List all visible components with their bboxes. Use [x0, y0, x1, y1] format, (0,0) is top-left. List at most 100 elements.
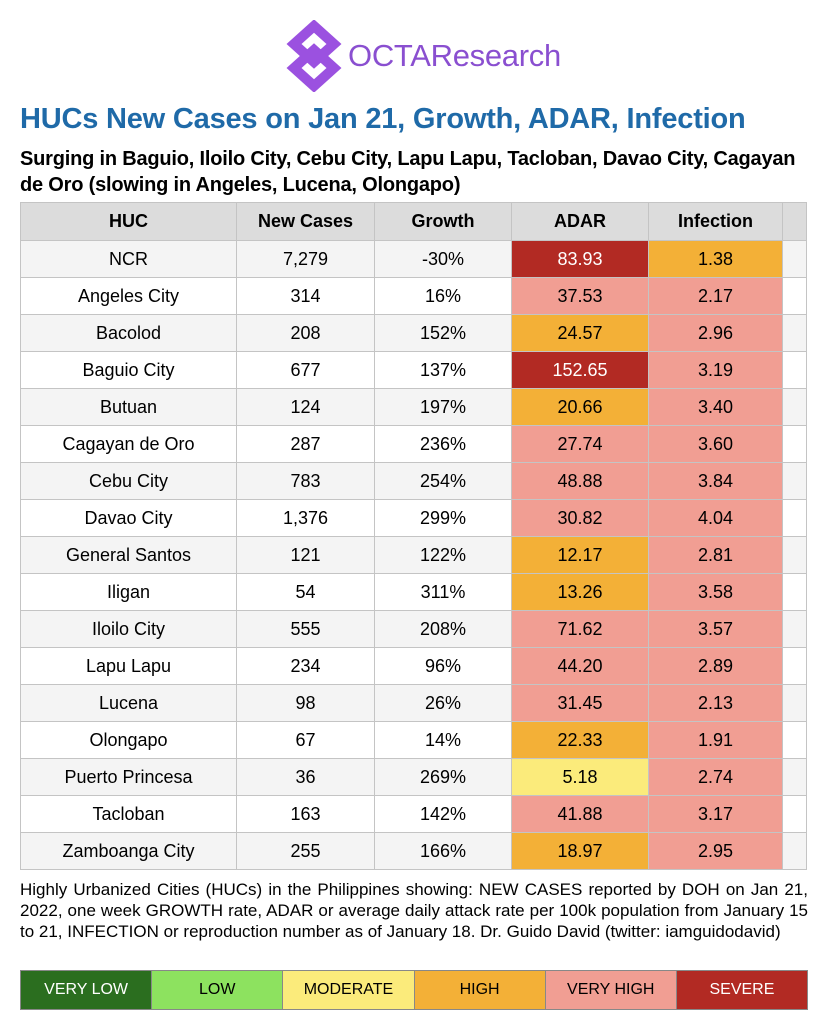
new-cases-cell: 783: [236, 462, 375, 500]
legend-item: SEVERE: [676, 971, 808, 1009]
huc-cell: Lucena: [20, 684, 237, 722]
spacer-cell: [782, 758, 807, 796]
huc-cell: Cagayan de Oro: [20, 425, 237, 463]
table-body: NCR 7,279 -30% 83.93 1.38 Angeles City 314 16% 3…: [20, 240, 807, 870]
footnote: Highly Urbanized Cities (HUCs) in the Ph…: [20, 880, 808, 941]
legend-item: HIGH: [414, 971, 546, 1009]
table-row: Davao City 1,376 299% 30.82 4.04: [20, 499, 807, 537]
table-row: Olongapo 67 14% 22.33 1.91: [20, 721, 807, 759]
infection-cell: 1.38: [648, 240, 783, 278]
huc-cell: Iloilo City: [20, 610, 237, 648]
new-cases-cell: 54: [236, 573, 375, 611]
new-cases-cell: 36: [236, 758, 375, 796]
octa-logo-icon: [286, 20, 342, 92]
infection-cell: 3.40: [648, 388, 783, 426]
legend-item: MODERATE: [283, 971, 415, 1009]
table-row: Cagayan de Oro 287 236% 27.74 3.60: [20, 425, 807, 463]
new-cases-cell: 287: [236, 425, 375, 463]
growth-cell: 299%: [374, 499, 512, 537]
adar-cell: 37.53: [511, 277, 649, 315]
infection-cell: 3.57: [648, 610, 783, 648]
infection-cell: 3.17: [648, 795, 783, 833]
growth-cell: 152%: [374, 314, 512, 352]
growth-cell: 26%: [374, 684, 512, 722]
infection-cell: 3.60: [648, 425, 783, 463]
infection-cell: 2.81: [648, 536, 783, 574]
new-cases-cell: 98: [236, 684, 375, 722]
legend-item: VERY HIGH: [545, 971, 677, 1009]
column-header-growth: Growth: [374, 202, 512, 241]
spacer-cell: [782, 647, 807, 685]
infection-cell: 2.95: [648, 832, 783, 870]
spacer-cell: [782, 721, 807, 759]
table-row: Angeles City 314 16% 37.53 2.17: [20, 277, 807, 315]
adar-cell: 22.33: [511, 721, 649, 759]
adar-cell: 24.57: [511, 314, 649, 352]
huc-cell: General Santos: [20, 536, 237, 574]
adar-cell: 71.62: [511, 610, 649, 648]
infection-cell: 3.19: [648, 351, 783, 389]
huc-cell: Baguio City: [20, 351, 237, 389]
column-header-infection: Infection: [648, 202, 783, 241]
table-row: Baguio City 677 137% 152.65 3.19: [20, 351, 807, 389]
spacer-cell: [782, 573, 807, 611]
infection-cell: 2.13: [648, 684, 783, 722]
growth-cell: 137%: [374, 351, 512, 389]
huc-cell: Iligan: [20, 573, 237, 611]
new-cases-cell: 255: [236, 832, 375, 870]
spacer-cell: [782, 277, 807, 315]
table-row: Iloilo City 555 208% 71.62 3.57: [20, 610, 807, 648]
table-row: NCR 7,279 -30% 83.93 1.38: [20, 240, 807, 278]
huc-cell: Angeles City: [20, 277, 237, 315]
growth-cell: 254%: [374, 462, 512, 500]
adar-cell: 30.82: [511, 499, 649, 537]
new-cases-cell: 208: [236, 314, 375, 352]
adar-cell: 27.74: [511, 425, 649, 463]
growth-cell: 142%: [374, 795, 512, 833]
huc-cell: Bacolod: [20, 314, 237, 352]
table-row: Cebu City 783 254% 48.88 3.84: [20, 462, 807, 500]
adar-cell: 12.17: [511, 536, 649, 574]
spacer-cell: [782, 388, 807, 426]
growth-cell: -30%: [374, 240, 512, 278]
table-row: Lapu Lapu 234 96% 44.20 2.89: [20, 647, 807, 685]
huc-table: HUC New Cases Growth ADAR Infection NCR 7…: [20, 202, 807, 870]
huc-cell: Cebu City: [20, 462, 237, 500]
huc-cell: Zamboanga City: [20, 832, 237, 870]
new-cases-cell: 124: [236, 388, 375, 426]
infection-cell: 1.91: [648, 721, 783, 759]
adar-cell: 48.88: [511, 462, 649, 500]
new-cases-cell: 7,279: [236, 240, 375, 278]
growth-cell: 96%: [374, 647, 512, 685]
spacer-cell: [782, 832, 807, 870]
table-row: Puerto Princesa 36 269% 5.18 2.74: [20, 758, 807, 796]
table-row: Bacolod 208 152% 24.57 2.96: [20, 314, 807, 352]
spacer-cell: [782, 351, 807, 389]
growth-cell: 166%: [374, 832, 512, 870]
new-cases-cell: 314: [236, 277, 375, 315]
adar-cell: 152.65: [511, 351, 649, 389]
huc-cell: Davao City: [20, 499, 237, 537]
huc-cell: Tacloban: [20, 795, 237, 833]
infection-cell: 4.04: [648, 499, 783, 537]
growth-cell: 269%: [374, 758, 512, 796]
infection-cell: 2.74: [648, 758, 783, 796]
column-header-spacer: [782, 202, 807, 241]
huc-cell: Olongapo: [20, 721, 237, 759]
new-cases-cell: 67: [236, 721, 375, 759]
new-cases-cell: 1,376: [236, 499, 375, 537]
infection-cell: 3.84: [648, 462, 783, 500]
spacer-cell: [782, 610, 807, 648]
huc-cell: Puerto Princesa: [20, 758, 237, 796]
growth-cell: 16%: [374, 277, 512, 315]
spacer-cell: [782, 425, 807, 463]
huc-cell: Butuan: [20, 388, 237, 426]
growth-cell: 197%: [374, 388, 512, 426]
growth-cell: 236%: [374, 425, 512, 463]
column-header-huc: HUC: [20, 202, 237, 241]
adar-cell: 31.45: [511, 684, 649, 722]
new-cases-cell: 121: [236, 536, 375, 574]
adar-cell: 18.97: [511, 832, 649, 870]
adar-cell: 13.26: [511, 573, 649, 611]
infection-cell: 2.17: [648, 277, 783, 315]
